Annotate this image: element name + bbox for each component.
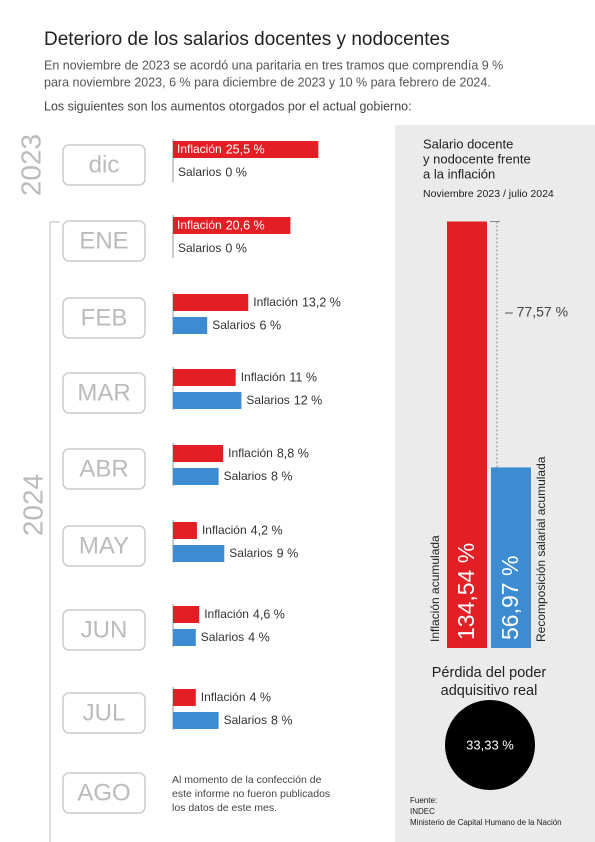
bar [173,445,224,462]
intro-line: para noviembre 2023, 6 % para diciembre … [44,75,491,89]
bar [173,712,219,729]
series-label: Inflación [204,607,249,621]
panel-subtitle: Noviembre 2023 / julio 2024 [423,188,554,200]
value-label: 11 % [289,370,317,384]
bar [447,221,487,649]
series-label: Inflación [253,295,298,309]
series-label: Salarios [201,630,244,644]
month-label: dic [89,151,120,178]
series-label: Inflación [228,446,273,460]
category-label: Recomposición salarial acumulada [534,456,548,642]
value-label: 0 % [225,241,247,255]
series-label: Salarios [224,713,267,727]
year-label-bg [22,470,46,540]
month-box [62,144,146,186]
month-box [62,609,146,651]
value-label: 13,2 % [302,295,341,309]
value-label: 0 % [225,165,247,179]
category-label: Inflación acumulada [428,535,442,642]
value-label: 4,2 % [251,523,283,537]
panel-title: y nodocente frente [423,151,531,166]
bar [173,317,208,334]
series-label: Inflación [202,523,247,537]
value-label: 6 % [260,318,282,332]
month-box [62,372,146,414]
subtitle: Los siguientes son los aumentos otorgado… [44,99,412,113]
value-label: 134,54 % [453,543,479,640]
bar [173,545,225,562]
loss-title: adquisitivo real [441,683,538,699]
series-label: Salarios [229,546,272,560]
title: Deterioro de los salarios docentes y nod… [44,29,450,50]
value-label: 12 % [294,393,323,407]
bar [173,141,319,158]
bar [173,629,196,646]
series-label: Salarios [178,241,221,255]
loss-circle [445,700,535,790]
note: Al momento de la confección de [172,774,322,786]
month-label: MAR [77,379,130,406]
month-box [62,772,146,814]
month-label: AGO [77,779,130,806]
year-label: 2023 [15,134,46,196]
month-label: ENE [79,227,128,254]
series-label: Inflación [201,690,246,704]
value-label: 4 % [250,690,272,704]
bar [173,606,200,623]
value-label: 8 % [271,713,293,727]
year-label: 2024 [17,474,48,536]
bar [173,392,242,409]
source: INDEC [410,807,435,816]
month-box [62,297,146,339]
bar [173,522,197,539]
note: este informe no fueron publicados [172,788,330,800]
value-label: 9 % [277,546,299,560]
month-label: FEB [81,304,128,331]
series-label: Salarios [178,165,221,179]
month-label: JUL [83,699,126,726]
bar [173,217,291,234]
month-box [62,220,146,262]
series-label: Salarios [246,393,289,407]
source: Fuente: [410,796,437,805]
value-label: 20,6 % [226,218,265,232]
loss-title: Pérdida del poder [432,665,547,681]
value-label: 8,8 % [277,446,309,460]
bar [173,369,236,386]
bar [173,468,219,485]
month-box [62,525,146,567]
bar [173,689,196,706]
value-label: 4,6 % [253,607,285,621]
series-label: Inflación [177,218,222,232]
source: Ministerio de Capital Humano de la Nació… [410,818,562,827]
note: los datos de este mes. [172,802,277,814]
series-label: Salarios [212,318,255,332]
panel-title: Salario docente [423,136,513,151]
bar [491,467,531,648]
difference-label: – 77,57 % [505,304,568,320]
loss-label: 33,33 % [466,737,514,752]
value-label: 8 % [271,469,293,483]
month-label: JUN [81,616,128,643]
bar [173,294,249,311]
intro-line: En noviembre de 2023 se acordó una parit… [44,58,503,72]
panel-title: a la inflación [423,166,495,181]
series-label: Inflación [177,142,222,156]
value-label: 25,5 % [226,142,265,156]
month-label: MAY [79,532,129,559]
month-box [62,448,146,490]
value-label: 4 % [248,630,270,644]
month-label: ABR [79,455,128,482]
month-box [62,692,146,734]
value-label: 56,97 % [497,556,523,640]
series-label: Salarios [224,469,267,483]
series-label: Inflación [241,370,286,384]
